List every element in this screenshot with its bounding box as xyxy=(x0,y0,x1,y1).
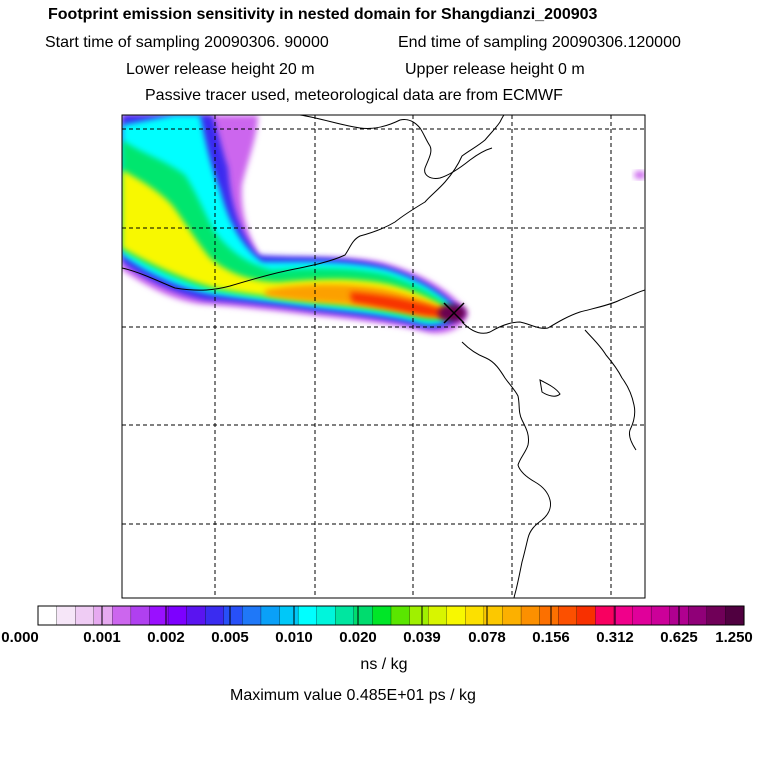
plume-isolated-patch xyxy=(634,171,645,179)
colorbar xyxy=(37,605,745,626)
receptor-x-marker xyxy=(443,302,465,324)
tick-label: 0.010 xyxy=(275,629,313,646)
colorbar-cell xyxy=(205,605,225,626)
end-time: End time of sampling 20090306.120000 xyxy=(398,34,681,51)
colorbar-cell xyxy=(520,605,541,626)
tick-label: 0.625 xyxy=(660,629,698,646)
grid-lines xyxy=(122,115,645,598)
coastline-peninsula xyxy=(461,341,551,598)
footprint-map xyxy=(121,114,646,599)
tick-label: 1.250 xyxy=(715,629,753,646)
plume-yellow-band xyxy=(122,170,452,318)
colorbar-cell xyxy=(502,605,522,626)
tracer-note: Passive tracer used, meteorological data… xyxy=(145,87,563,104)
colorbar-cell xyxy=(112,605,132,626)
colorbar-cell xyxy=(650,605,671,626)
colorbar-cell xyxy=(56,605,76,626)
plume-peak xyxy=(438,304,466,322)
colorbar-cell xyxy=(725,605,745,626)
colorbar-cell xyxy=(93,605,113,626)
tick-label: 0.039 xyxy=(403,629,441,646)
plot-title: Footprint emission sensitivity in nested… xyxy=(48,6,598,23)
colorbar-cell xyxy=(409,605,429,626)
tick-label: 0.005 xyxy=(211,629,249,646)
lower-release-height: Lower release height 20 m xyxy=(126,61,315,78)
tick-label: 0.078 xyxy=(468,629,506,646)
colorbar-cell xyxy=(428,605,448,626)
coastline-bohai xyxy=(299,115,493,179)
colorbar-cell xyxy=(446,605,466,626)
map-frame xyxy=(121,114,646,599)
tick-label: 0.020 xyxy=(339,629,377,646)
colorbar-cell xyxy=(167,605,188,626)
colorbar-cell xyxy=(558,605,578,626)
colorbar-cell xyxy=(576,605,596,626)
colorbar-cell xyxy=(260,605,281,626)
colorbar-cell xyxy=(613,605,634,626)
colorbar-cell xyxy=(297,605,318,626)
colorbar-cells xyxy=(37,605,745,626)
colorbar-frame xyxy=(37,605,745,626)
coastline-east xyxy=(461,289,645,334)
colorbar-cell xyxy=(595,605,615,626)
tick-label: 0.002 xyxy=(147,629,185,646)
coastlines xyxy=(122,115,645,598)
colorbar-cell xyxy=(75,605,95,626)
colorbar-cell xyxy=(130,605,151,626)
colorbar-cell xyxy=(372,605,392,626)
colorbar-cell xyxy=(353,605,373,626)
maximum-value: Maximum value 0.485E+01 ps / kg xyxy=(230,687,476,704)
colorbar-cell xyxy=(335,605,355,626)
colorbar-cell xyxy=(465,605,485,626)
tick-label: 0.312 xyxy=(596,629,634,646)
plume-red-core xyxy=(350,292,449,317)
colorbar-cell xyxy=(37,605,58,626)
colorbar-cell xyxy=(706,605,726,626)
colorbar-cell xyxy=(688,605,708,626)
colorbar-units: ns / kg xyxy=(360,656,408,673)
coastline-korea xyxy=(584,329,637,451)
colorbar-cell xyxy=(390,605,411,626)
colorbar-cell xyxy=(223,605,243,626)
upper-release-height: Upper release height 0 m xyxy=(405,61,585,78)
tick-label: 0.000 xyxy=(1,629,39,646)
tick-label: 0.156 xyxy=(532,629,570,646)
colorbar-cell xyxy=(186,605,206,626)
border-line xyxy=(122,115,505,291)
colorbar-cell xyxy=(539,605,559,626)
coastline-island xyxy=(539,379,561,397)
tick-label: 0.001 xyxy=(83,629,121,646)
colorbar-major-ticks xyxy=(101,606,680,625)
colorbar-cell xyxy=(632,605,652,626)
plume-layer xyxy=(122,115,645,334)
colorbar-cell xyxy=(242,605,262,626)
colorbar-cell xyxy=(279,605,299,626)
start-time: Start time of sampling 20090306. 90000 xyxy=(45,34,329,51)
colorbar-cell xyxy=(316,605,336,626)
